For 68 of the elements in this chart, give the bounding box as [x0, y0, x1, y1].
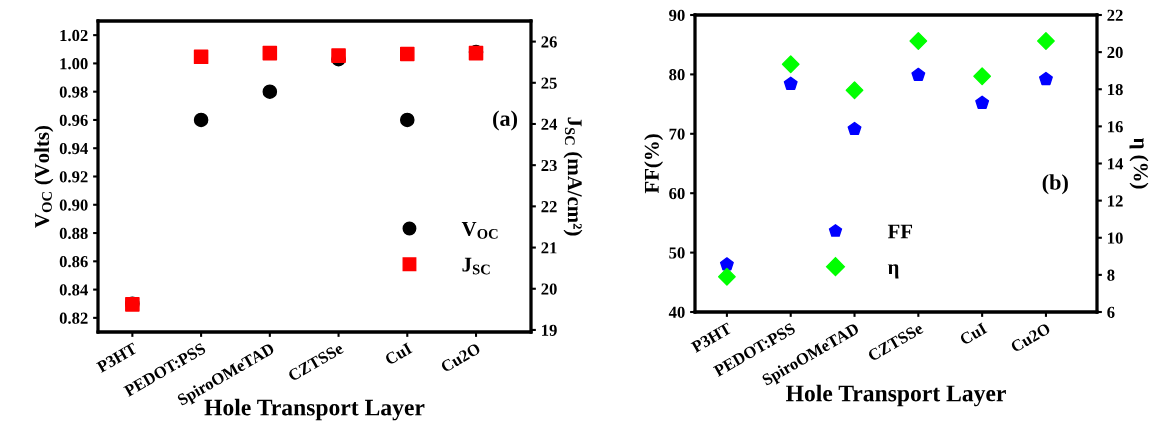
y2-tick-label: 24	[541, 118, 558, 130]
legend-label: η	[887, 264, 899, 279]
point	[193, 49, 209, 65]
point	[847, 121, 862, 136]
point	[1038, 71, 1053, 86]
y-tick-label: 50	[669, 247, 685, 259]
point	[975, 95, 990, 109]
point	[331, 48, 346, 63]
y-tick-label: 0.90	[59, 199, 88, 211]
x-axis-title: Hole Transport Layer	[785, 384, 1006, 407]
point	[973, 67, 992, 86]
point	[262, 84, 278, 99]
y-tick-label: 70	[669, 128, 685, 140]
y2-axis-title: J$_{SC}$ (mA/cm²)	[563, 117, 583, 236]
y2-tick-label: 18	[1108, 83, 1123, 96]
point	[1037, 32, 1055, 50]
point	[400, 112, 415, 128]
y2-tick-label: 22	[1107, 9, 1123, 21]
y2-tick-label: 25	[541, 77, 557, 89]
x-tick-label: Cu2O	[1010, 322, 1052, 353]
point	[909, 32, 928, 50]
y2-tick-label: 6	[1107, 306, 1115, 318]
point	[845, 81, 864, 100]
y-tick-label: 90	[669, 9, 685, 21]
y2-tick-label: 21	[541, 242, 557, 254]
y-tick-label: 0.96	[59, 114, 88, 126]
y2-tick-label: 8	[1107, 269, 1115, 281]
point	[262, 45, 278, 61]
y-tick-label: 40	[668, 306, 685, 318]
y-tick-label: 0.92	[59, 171, 88, 183]
y2-tick-label: 19	[542, 324, 557, 336]
point	[911, 67, 926, 82]
y2-tick-label: 16	[1108, 121, 1123, 133]
y2-tick-label: 10	[1108, 232, 1123, 244]
y-tick-label: 0.82	[59, 312, 88, 324]
y-tick-label: 0.86	[59, 256, 88, 268]
annotation: (a)	[493, 110, 518, 131]
legend-label: J$_{SC}$	[462, 257, 490, 275]
y-tick-label: 0.98	[59, 86, 88, 98]
y2-tick-label: 23	[541, 159, 557, 172]
legend-label: FF	[887, 224, 913, 239]
x-tick-label: CuI	[959, 322, 988, 346]
y-tick-label: 1.02	[60, 29, 88, 42]
point	[193, 112, 209, 128]
y-axis-title: V$_{OC}$ (Volts)	[34, 126, 54, 228]
point	[781, 55, 800, 74]
point	[719, 257, 734, 271]
x-tick-label: Cu2O	[440, 342, 482, 373]
y2-tick-label: 20	[1107, 46, 1123, 59]
y2-axis-title: η (%)	[1129, 137, 1149, 189]
y-axis-title: FF(%)	[644, 134, 664, 194]
annotation: (b)	[1042, 174, 1068, 195]
point	[400, 46, 415, 62]
legend-label: V$_{OC}$	[461, 222, 498, 239]
y2-tick-label: 14	[1108, 158, 1124, 170]
y2-tick-label: 12	[1108, 195, 1123, 207]
y-tick-label: 0.94	[59, 142, 88, 155]
y2-tick-label: 26	[541, 36, 557, 48]
y-tick-label: 80	[669, 69, 685, 81]
point	[717, 267, 736, 286]
y2-tick-label: 20	[541, 283, 557, 295]
y-tick-label: 1.00	[60, 58, 88, 70]
y2-tick-label: 22	[541, 201, 557, 213]
y-tick-label: 0.88	[59, 227, 88, 240]
x-tick-label: CuI	[384, 342, 413, 366]
y-tick-label: 0.84	[59, 284, 88, 296]
y-tick-label: 60	[669, 187, 685, 200]
point	[783, 76, 798, 90]
